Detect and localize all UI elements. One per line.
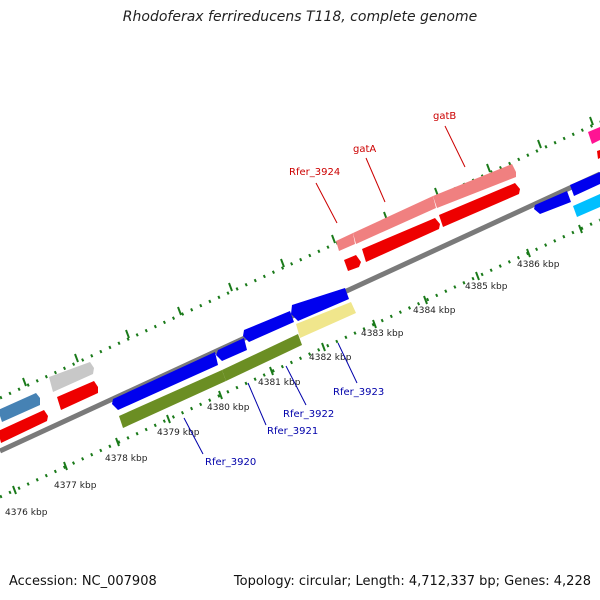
gene-arrow-steelblue	[0, 393, 40, 422]
gene-arrow-gatb	[439, 183, 520, 227]
gene-arrow-blue	[291, 288, 349, 321]
label-leaders	[183, 125, 466, 455]
gene-arrow-rfer3920-highlight	[119, 370, 226, 428]
gene-arrow-red-right	[597, 150, 600, 159]
gene-arrow-gata-highlight	[353, 196, 436, 244]
gene-label-rfer3924[interactable]: Rfer_3924	[289, 167, 340, 178]
axis-label: 4386 kbp	[517, 260, 560, 270]
gene-arrow-rfer3923-highlight	[296, 302, 356, 338]
gene-arrow-red	[0, 410, 48, 443]
major-ticks	[12, 224, 583, 495]
gene-arrow-blue	[112, 352, 218, 410]
genome-summary-text: Topology: circular; Length: 4,712,337 bp…	[233, 574, 591, 589]
accession-text: Accession: NC_007908	[9, 574, 157, 589]
gene-label-gata[interactable]: gatA	[353, 144, 376, 155]
gene-arrow-gata	[362, 218, 440, 262]
gene-label-rfer3923[interactable]: Rfer_3923	[333, 387, 384, 398]
gene-arrow-cyan	[573, 194, 600, 217]
reverse-features	[112, 172, 600, 428]
upper-tick-track	[0, 120, 600, 400]
axis-label: 4379 kbp	[157, 428, 200, 438]
gene-label-gatb[interactable]: gatB	[433, 111, 456, 122]
map-title: Rhodoferax ferrireducens T118, complete …	[122, 9, 478, 25]
axis-label: 4376 kbp	[5, 508, 48, 518]
gene-label-rfer3922[interactable]: Rfer_3922	[283, 409, 334, 420]
lower-tick-track	[0, 218, 600, 499]
axis-label: 4383 kbp	[361, 329, 404, 339]
gene-arrow-rfer3924-highlight	[336, 233, 355, 251]
gene-label-rfer3921[interactable]: Rfer_3921	[267, 426, 318, 437]
gene-arrow-rfer3921-highlight	[222, 334, 302, 381]
gene-arrow-red	[57, 381, 98, 410]
gene-arrow-blue-right	[534, 191, 571, 214]
gene-arrow-magenta	[588, 127, 600, 144]
forward-features	[0, 127, 600, 443]
gene-label-rfer3920[interactable]: Rfer_3920	[205, 457, 256, 468]
gene-arrow-grey	[49, 362, 94, 392]
axis-label-group: 4376 kbp 4377 kbp 4378 kbp 4379 kbp 4380…	[5, 260, 560, 518]
axis-label: 4380 kbp	[207, 403, 250, 413]
axis-label: 4377 kbp	[54, 481, 97, 491]
axis-label: 4385 kbp	[465, 282, 508, 292]
gene-arrow-rfer3924	[344, 255, 361, 271]
major-ticks-upper	[22, 116, 594, 387]
axis-label: 4381 kbp	[258, 378, 301, 388]
axis-label: 4382 kbp	[309, 353, 352, 363]
gene-arrow-blue-right	[570, 172, 600, 196]
gene-arrow-blue	[243, 311, 294, 342]
gene-arrow-gatb-highlight	[433, 164, 516, 208]
gene-arrow-blue	[216, 338, 247, 361]
axis-label: 4384 kbp	[413, 306, 456, 316]
axis-label: 4378 kbp	[105, 454, 148, 464]
